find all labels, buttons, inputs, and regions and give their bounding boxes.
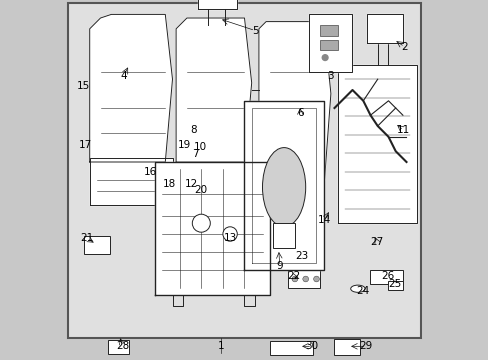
Bar (334, 339, 359, 355)
Text: 17: 17 (79, 140, 92, 150)
Text: 28: 28 (116, 341, 129, 351)
Bar (370, 270, 402, 284)
Text: 29: 29 (359, 341, 372, 351)
Text: 19: 19 (177, 140, 190, 150)
Text: 2: 2 (401, 42, 407, 52)
Text: 3: 3 (327, 71, 333, 81)
Bar (84, 236, 109, 254)
Polygon shape (337, 65, 416, 223)
Text: 7: 7 (192, 149, 199, 159)
Text: 24: 24 (355, 286, 368, 296)
Ellipse shape (350, 285, 365, 292)
Polygon shape (244, 101, 323, 270)
Text: 12: 12 (184, 179, 198, 189)
Text: 10: 10 (194, 142, 207, 152)
Text: 23: 23 (294, 251, 307, 261)
Bar (107, 340, 129, 354)
Circle shape (302, 276, 308, 282)
Text: 1: 1 (217, 341, 224, 351)
Text: 13: 13 (224, 233, 237, 243)
Bar (320, 40, 337, 50)
Text: 11: 11 (396, 125, 409, 135)
Polygon shape (89, 158, 172, 205)
Circle shape (223, 227, 237, 241)
Polygon shape (154, 162, 269, 295)
Circle shape (192, 214, 210, 232)
Circle shape (313, 276, 319, 282)
Text: 15: 15 (77, 81, 90, 91)
Text: 5: 5 (251, 26, 258, 36)
Text: 25: 25 (387, 279, 401, 289)
Polygon shape (197, 0, 237, 9)
Ellipse shape (262, 148, 305, 227)
Bar (320, 25, 337, 36)
Polygon shape (309, 14, 352, 72)
Circle shape (291, 276, 297, 282)
Polygon shape (89, 14, 172, 162)
Text: 22: 22 (287, 271, 300, 282)
Bar (273, 223, 294, 248)
Text: 26: 26 (380, 271, 394, 282)
Polygon shape (366, 14, 402, 43)
Text: 20: 20 (194, 185, 207, 195)
Text: 4: 4 (121, 71, 127, 81)
Polygon shape (258, 22, 330, 191)
Circle shape (322, 55, 327, 60)
Text: 14: 14 (317, 215, 330, 225)
Polygon shape (176, 18, 251, 162)
Text: 30: 30 (305, 341, 318, 351)
Bar (269, 341, 312, 355)
Text: 16: 16 (143, 167, 157, 177)
Text: 8: 8 (190, 125, 196, 135)
Bar (387, 281, 402, 290)
Text: 9: 9 (276, 261, 283, 271)
Text: 6: 6 (296, 108, 303, 118)
Text: 18: 18 (163, 179, 176, 189)
Text: 27: 27 (369, 237, 383, 247)
Bar (287, 270, 320, 288)
Text: 21: 21 (80, 233, 93, 243)
